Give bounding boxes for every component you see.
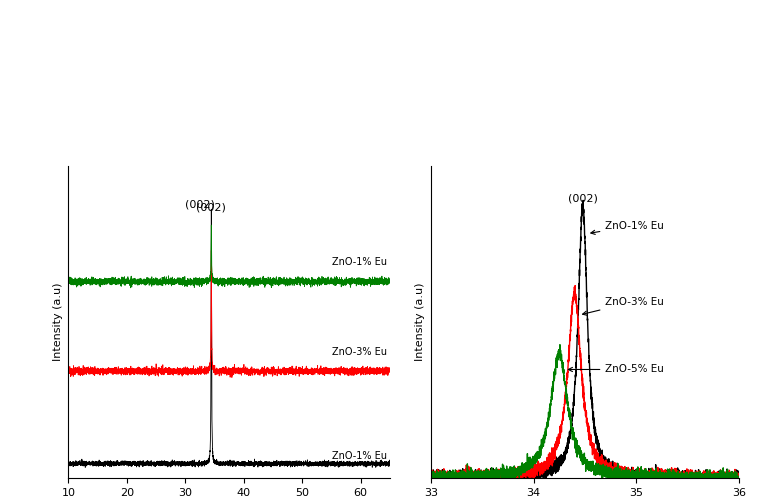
Text: ZnO-1% Eu: ZnO-1% Eu bbox=[332, 257, 387, 267]
Text: ZnO-5% Eu: ZnO-5% Eu bbox=[568, 365, 664, 374]
Text: ZnO-1% Eu: ZnO-1% Eu bbox=[332, 451, 387, 461]
Text: (002): (002) bbox=[196, 202, 226, 212]
Text: ZnO-3% Eu: ZnO-3% Eu bbox=[583, 297, 664, 315]
Text: (002): (002) bbox=[568, 194, 597, 204]
Y-axis label: Intensity (a.u): Intensity (a.u) bbox=[416, 283, 426, 361]
Text: (002): (002) bbox=[185, 199, 214, 209]
Text: ZnO-3% Eu: ZnO-3% Eu bbox=[332, 347, 387, 357]
Y-axis label: Intensity (a.u): Intensity (a.u) bbox=[53, 283, 63, 361]
Text: ZnO-1% Eu: ZnO-1% Eu bbox=[591, 221, 664, 235]
